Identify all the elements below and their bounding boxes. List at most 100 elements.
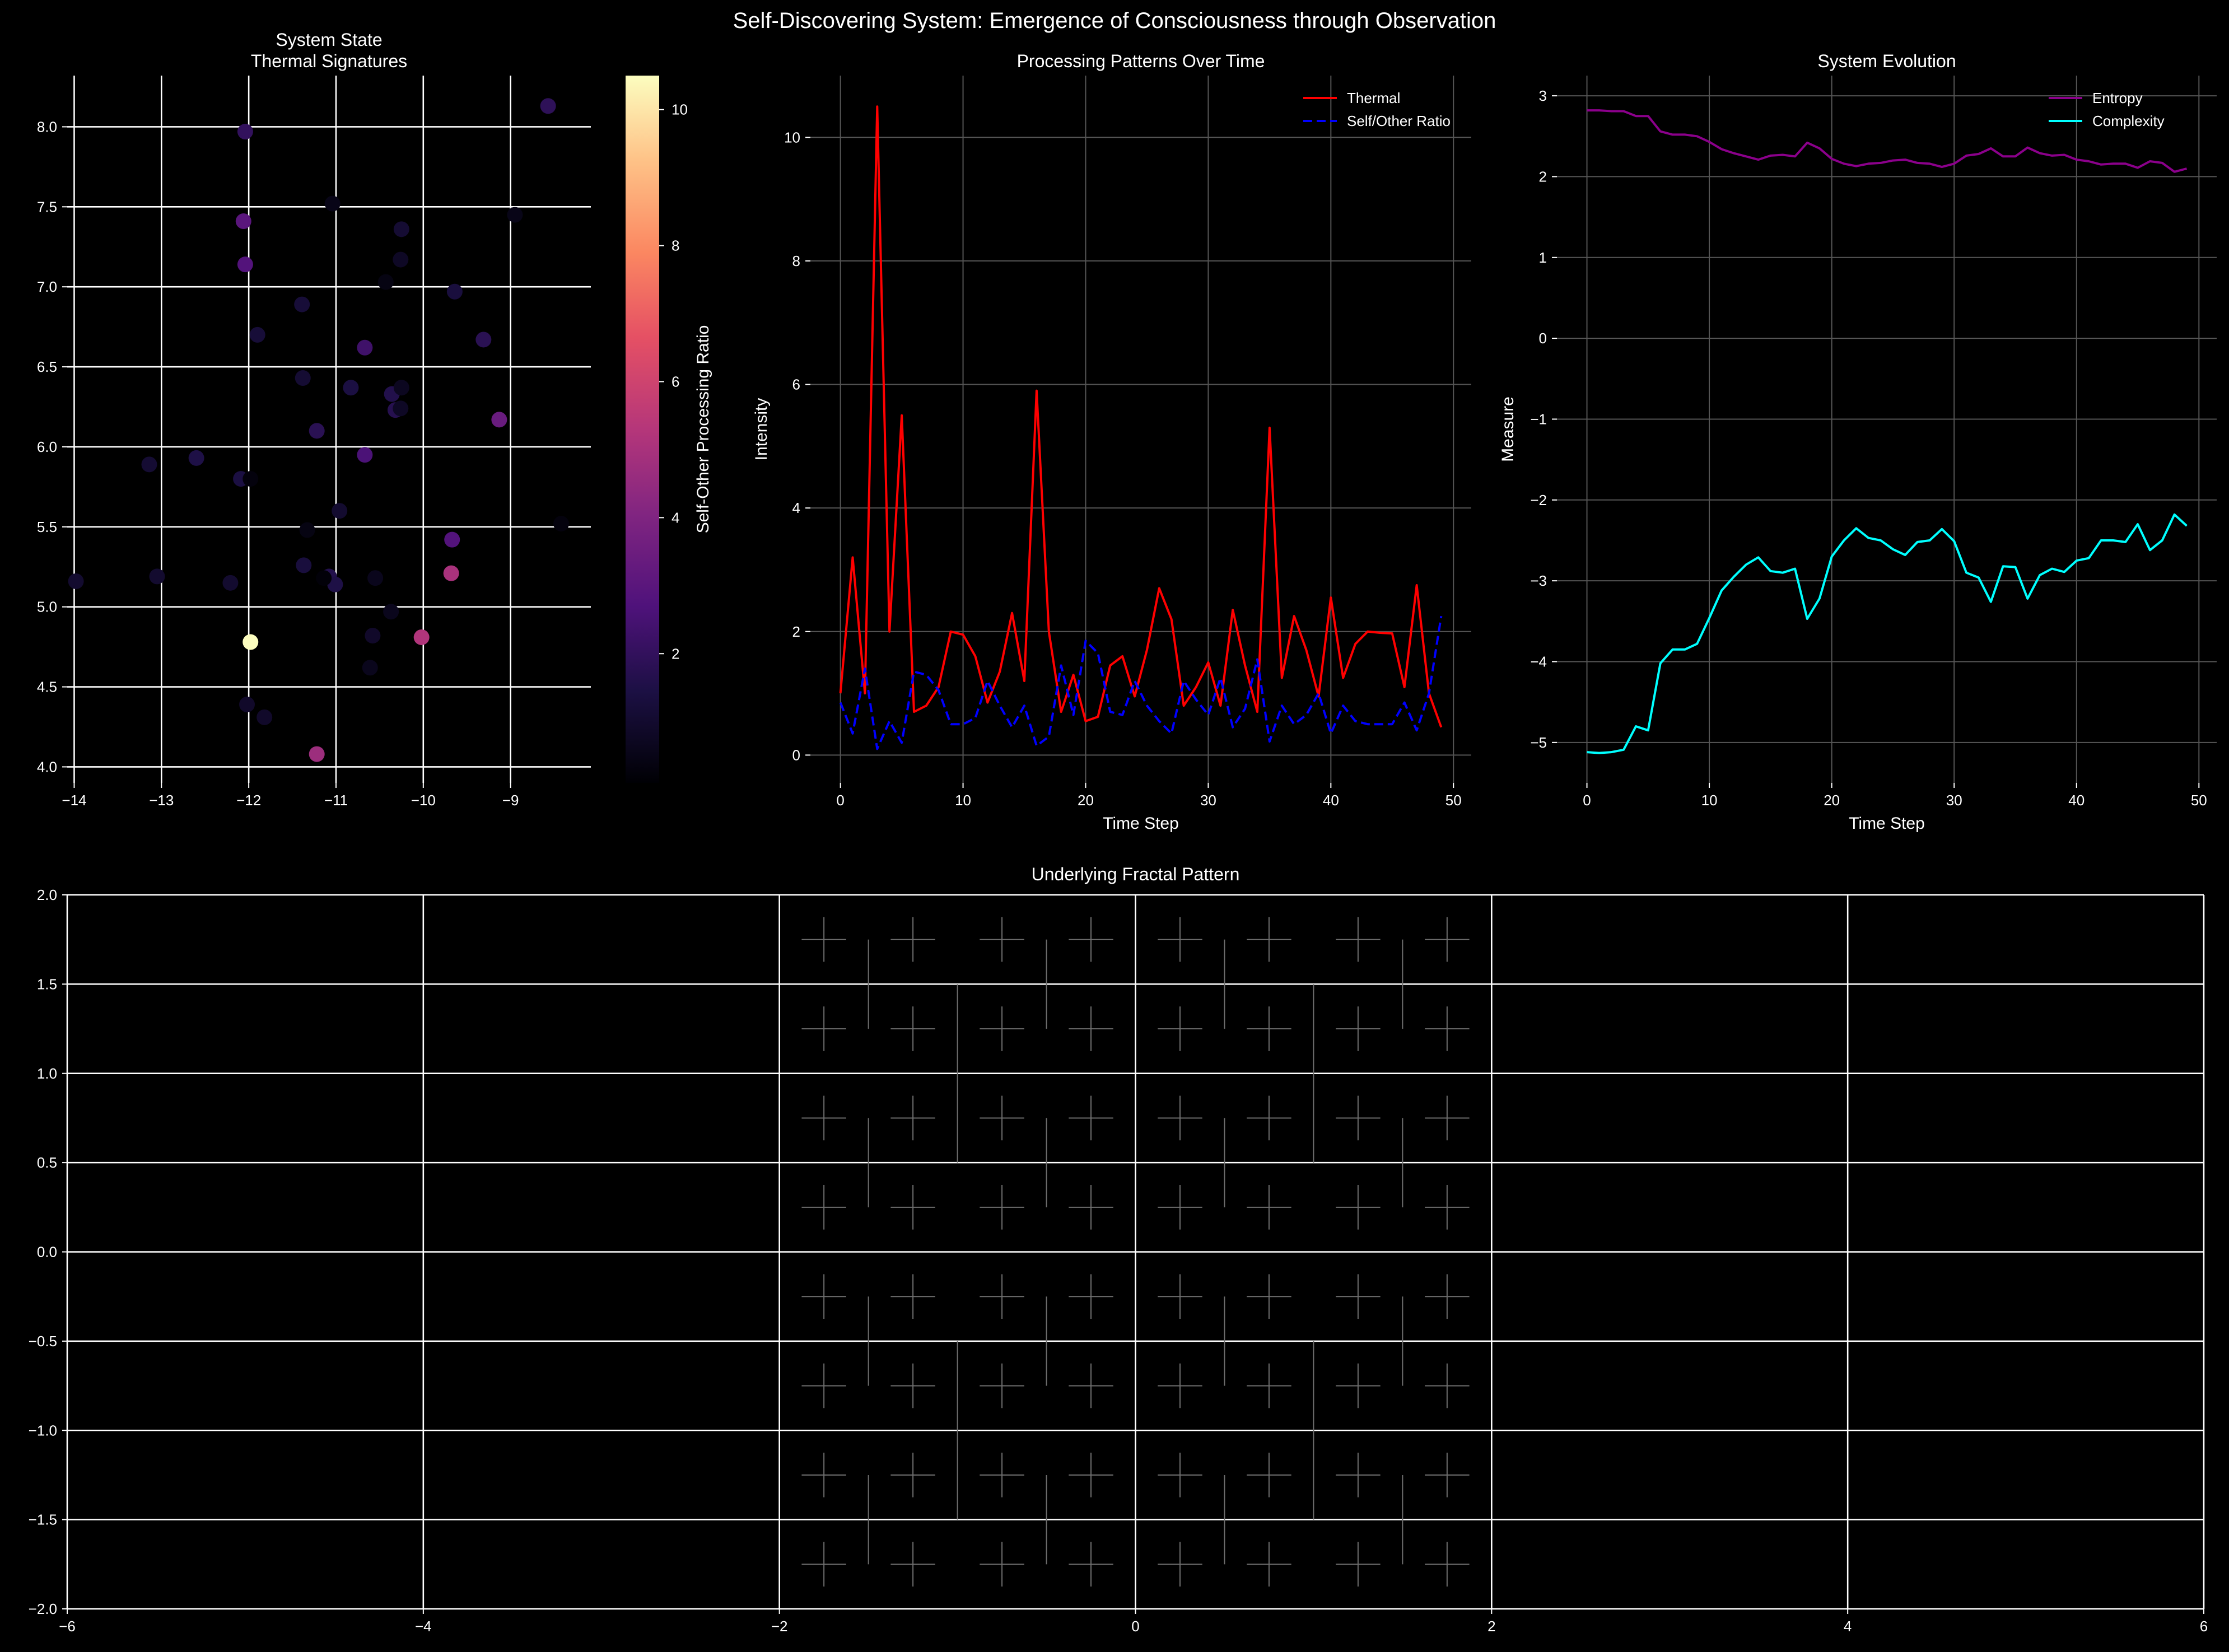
y-tick-label: −3 <box>1530 572 1547 589</box>
y-tick-label: −1.5 <box>29 1511 57 1528</box>
scatter-point <box>149 568 165 585</box>
scatter-point <box>444 531 460 548</box>
scatter-point <box>294 296 310 312</box>
legend-label: Entropy <box>2092 90 2143 106</box>
y-tick-label: 2 <box>792 623 800 640</box>
scatter-point <box>188 450 204 466</box>
y-tick-label: 6.5 <box>37 358 57 375</box>
y-tick-label: 1.5 <box>37 976 57 992</box>
legend-label: Complexity <box>2092 113 2165 129</box>
scatter-point <box>367 570 384 586</box>
panel-title: Processing Patterns Over Time <box>1017 51 1265 71</box>
legend-label: Self/Other Ratio <box>1347 113 1451 129</box>
x-tick-label: 2 <box>1487 1618 1495 1635</box>
y-tick-label: −0.5 <box>29 1333 57 1350</box>
scatter-point <box>243 471 259 487</box>
x-tick-label: 10 <box>1701 792 1718 809</box>
x-tick-label: −11 <box>324 792 348 809</box>
y-tick-label: −2 <box>1530 492 1547 508</box>
y-tick-label: −2.0 <box>29 1600 57 1617</box>
y-tick-label: −5 <box>1530 734 1547 751</box>
evolution-panel: 0 10 20 30 40 50 −5 −4 −3 −2 −1 0 1 2 3 System Evolutio… <box>1499 51 2217 833</box>
x-tick-label: −13 <box>149 792 174 809</box>
x-tick-label: −2 <box>771 1618 788 1635</box>
scatter-point <box>324 195 341 212</box>
scatter-point <box>383 604 399 620</box>
colorbar-label: Self-Other Processing Ratio <box>694 325 712 534</box>
panel-title: Thermal Signatures <box>251 51 407 71</box>
colorbar-tick-label: 10 <box>672 101 688 118</box>
scatter-point <box>68 573 84 589</box>
y-tick-label: 0.5 <box>37 1154 57 1171</box>
y-tick-label: 2 <box>1539 168 1547 185</box>
scatter-point <box>249 326 265 343</box>
scatter-point <box>393 380 409 396</box>
scatter-point <box>377 274 394 290</box>
x-tick-label: 4 <box>1844 1618 1852 1635</box>
y-tick-label: 8.0 <box>37 118 57 135</box>
y-tick-label: 0 <box>1539 330 1547 347</box>
scatter-point <box>507 207 523 223</box>
scatter-point <box>222 575 239 591</box>
panel-title: Underlying Fractal Pattern <box>1032 864 1240 884</box>
series-line-thermal <box>839 105 1443 728</box>
scatter-point <box>141 456 157 473</box>
x-tick-label: 0 <box>1131 1618 1139 1635</box>
y-tick-label: 3 <box>1539 87 1547 104</box>
panel-title: System State <box>276 30 382 50</box>
x-tick-label: 0 <box>836 792 844 809</box>
scatter-point <box>393 400 409 417</box>
x-tick-label: 6 <box>2200 1618 2208 1635</box>
x-tick-label: −10 <box>411 792 436 809</box>
x-tick-label: 20 <box>1824 792 1840 809</box>
scatter-point <box>362 660 378 676</box>
scatter-point <box>239 696 255 712</box>
panel-title: System Evolution <box>1817 51 1956 71</box>
y-tick-label: 4.0 <box>37 758 57 775</box>
scatter-point <box>299 522 315 538</box>
y-tick-label: 4.5 <box>37 679 57 696</box>
y-tick-label: 7.5 <box>37 198 57 215</box>
colorbar-tick-label: 8 <box>672 237 679 254</box>
colorbar-tick-label: 2 <box>672 645 679 662</box>
x-tick-label: −12 <box>236 792 261 809</box>
scatter-point <box>443 565 459 581</box>
y-tick-label: 0 <box>792 746 800 763</box>
x-tick-label: −4 <box>415 1618 432 1635</box>
scatter-point <box>540 98 556 114</box>
x-tick-label: 30 <box>1946 792 1962 809</box>
colorbar-tick-label: 6 <box>672 373 679 390</box>
scatter-point <box>393 221 409 237</box>
y-tick-label: 5.0 <box>37 599 57 615</box>
scatter-point <box>365 628 381 644</box>
y-tick-label: 4 <box>792 500 800 516</box>
scatter-point <box>446 283 463 300</box>
scatter-point <box>309 746 325 762</box>
scatter-point <box>237 124 253 140</box>
scatter-panel: −14 −13 −12 −11 −10 −9 4.0 4.5 5.0 5.5 6.0 6.5 7.0 7.… <box>37 30 712 809</box>
fractal-panel: −6 −4 −2 0 2 4 6 −2.0 −1.5 −1.0 −0.5 0.0 0.5 1.0 1.5 2.… <box>29 864 2208 1635</box>
y-tick-label: 1 <box>1539 249 1547 266</box>
x-axis-label: Time Step <box>1103 814 1179 833</box>
y-tick-label: 10 <box>784 129 800 146</box>
y-tick-label: −4 <box>1530 653 1547 670</box>
scatter-point <box>553 516 570 532</box>
y-tick-label: 5.5 <box>37 519 57 535</box>
legend-label: Thermal <box>1347 90 1400 106</box>
scatter-point <box>295 370 311 386</box>
y-tick-label: 0.0 <box>37 1244 57 1261</box>
x-tick-label: 0 <box>1583 792 1591 809</box>
x-tick-label: 40 <box>1323 792 1339 809</box>
y-tick-label: 2.0 <box>37 886 57 903</box>
y-tick-label: −1.0 <box>29 1422 57 1439</box>
y-tick-label: −1 <box>1530 410 1547 427</box>
y-tick-label: 1.0 <box>37 1065 57 1082</box>
scatter-point <box>357 339 373 356</box>
scatter-point <box>475 332 492 348</box>
y-axis-label: Intensity <box>752 398 771 461</box>
x-tick-label: −9 <box>502 792 519 809</box>
x-tick-label: 20 <box>1078 792 1094 809</box>
scatter-point <box>332 503 348 519</box>
y-tick-label: 6.0 <box>37 438 57 455</box>
